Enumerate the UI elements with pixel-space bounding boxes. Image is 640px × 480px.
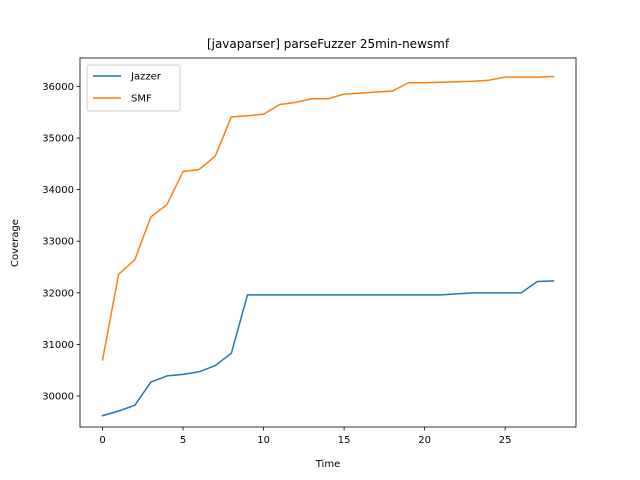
x-tick-label: 15	[338, 435, 351, 446]
x-tick-label: 25	[499, 435, 512, 446]
legend: Jazzer SMF	[86, 64, 181, 112]
x-axis: 0 5 10 15 20 25	[99, 427, 512, 446]
plot-frame	[79, 57, 577, 428]
y-tick-label: 36000	[42, 82, 74, 93]
legend-label-jazzer: Jazzer	[130, 72, 162, 83]
x-tick-label: 0	[99, 435, 105, 446]
y-tick-label: 34000	[42, 185, 74, 196]
x-tick-label: 5	[180, 435, 186, 446]
plot-area	[79, 57, 577, 428]
y-axis: 30000 31000 32000 33000 34000 35000 36000	[42, 82, 80, 403]
x-tick-label: 20	[418, 435, 431, 446]
chart-title: [javaparser] parseFuzzer 25min-newsmf	[207, 37, 450, 51]
x-tick-label: 10	[257, 435, 270, 446]
y-tick-label: 33000	[42, 237, 74, 248]
plot-background	[80, 58, 576, 427]
legend-label-smf: SMF	[131, 94, 152, 105]
y-tick-label: 35000	[42, 133, 74, 144]
series-line-smf	[101, 75, 555, 361]
x-axis-label: Time	[315, 459, 340, 470]
y-tick-label: 31000	[42, 340, 74, 351]
y-axis-label: Coverage	[10, 219, 21, 267]
y-tick-label: 30000	[42, 392, 74, 403]
y-tick-label: 32000	[42, 288, 74, 299]
series-line-jazzer	[101, 280, 555, 417]
